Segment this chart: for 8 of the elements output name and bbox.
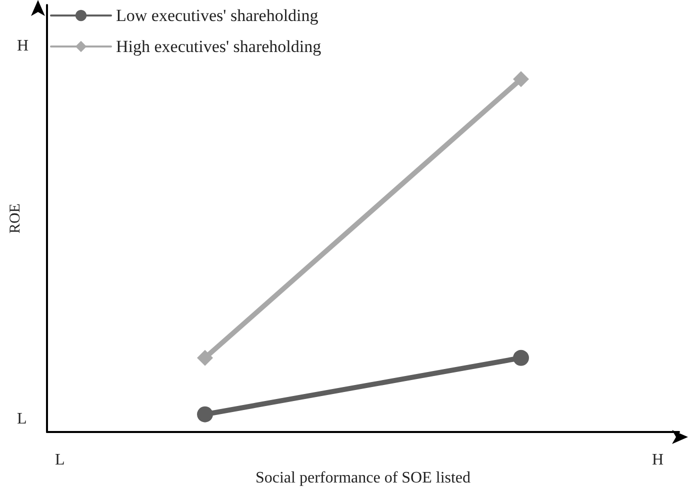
y-axis-title: ROE <box>8 204 24 234</box>
x-axis-title: Social performance of SOE listed <box>255 470 471 486</box>
text: H <box>17 38 29 54</box>
legend-label: Low executives' shareholding <box>116 6 319 25</box>
text: L <box>55 452 65 468</box>
text: L <box>17 410 27 428</box>
legend-label: High executives' shareholding <box>116 37 322 56</box>
text: H <box>652 452 664 468</box>
